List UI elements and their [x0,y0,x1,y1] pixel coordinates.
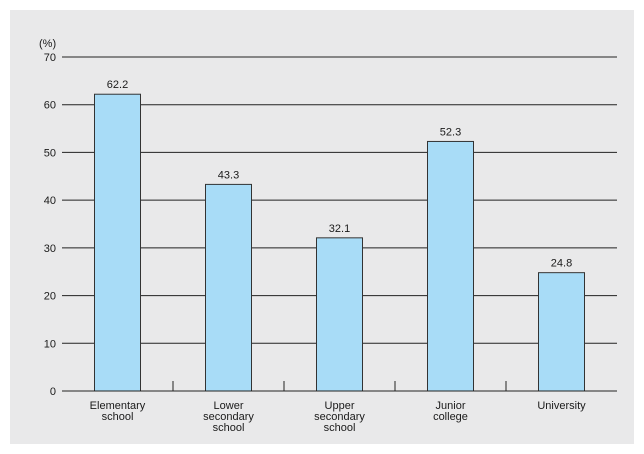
bar [427,140,474,392]
y-axis-ticks: 0 10 20 30 40 50 60 70 [44,52,56,398]
bar-value-label: 24.8 [551,258,572,270]
bar-value-label: 62.2 [107,79,128,91]
bar-value-label: 52.3 [440,126,461,138]
bar [316,237,363,392]
bar [205,183,252,392]
y-tick-label: 10 [44,338,56,350]
bars: 62.2 43.3 32.1 52.3 24.8 [94,79,585,392]
x-tick-label: college [433,411,468,423]
x-tick-label: secondary [314,411,365,423]
bar [94,93,141,392]
y-unit-label: (%) [39,38,56,50]
x-tick-label: school [102,411,134,423]
y-tick-label: 0 [50,386,56,398]
bar-value-label: 32.1 [329,223,350,235]
x-tick-label: school [213,422,245,434]
x-axis [62,381,617,392]
x-tick-label: school [324,422,356,434]
x-tick-label: Elementary [90,400,146,412]
bar-value-label: 43.3 [218,169,239,181]
x-tick-label: Lower [214,400,244,412]
y-tick-label: 30 [44,243,56,255]
x-tick-label: Upper [325,400,355,412]
y-tick-label: 50 [44,147,56,159]
x-tick-label: University [537,400,586,412]
x-axis-labels: ElementaryschoolLowersecondaryschoolUppe… [90,400,586,434]
y-tick-label: 40 [44,195,56,207]
bar [538,272,585,392]
y-tick-label: 60 [44,100,56,112]
x-tick-label: secondary [203,411,254,423]
x-tick-label: Junior [436,400,466,412]
y-tick-label: 20 [44,291,56,303]
y-tick-label: 70 [44,52,56,64]
